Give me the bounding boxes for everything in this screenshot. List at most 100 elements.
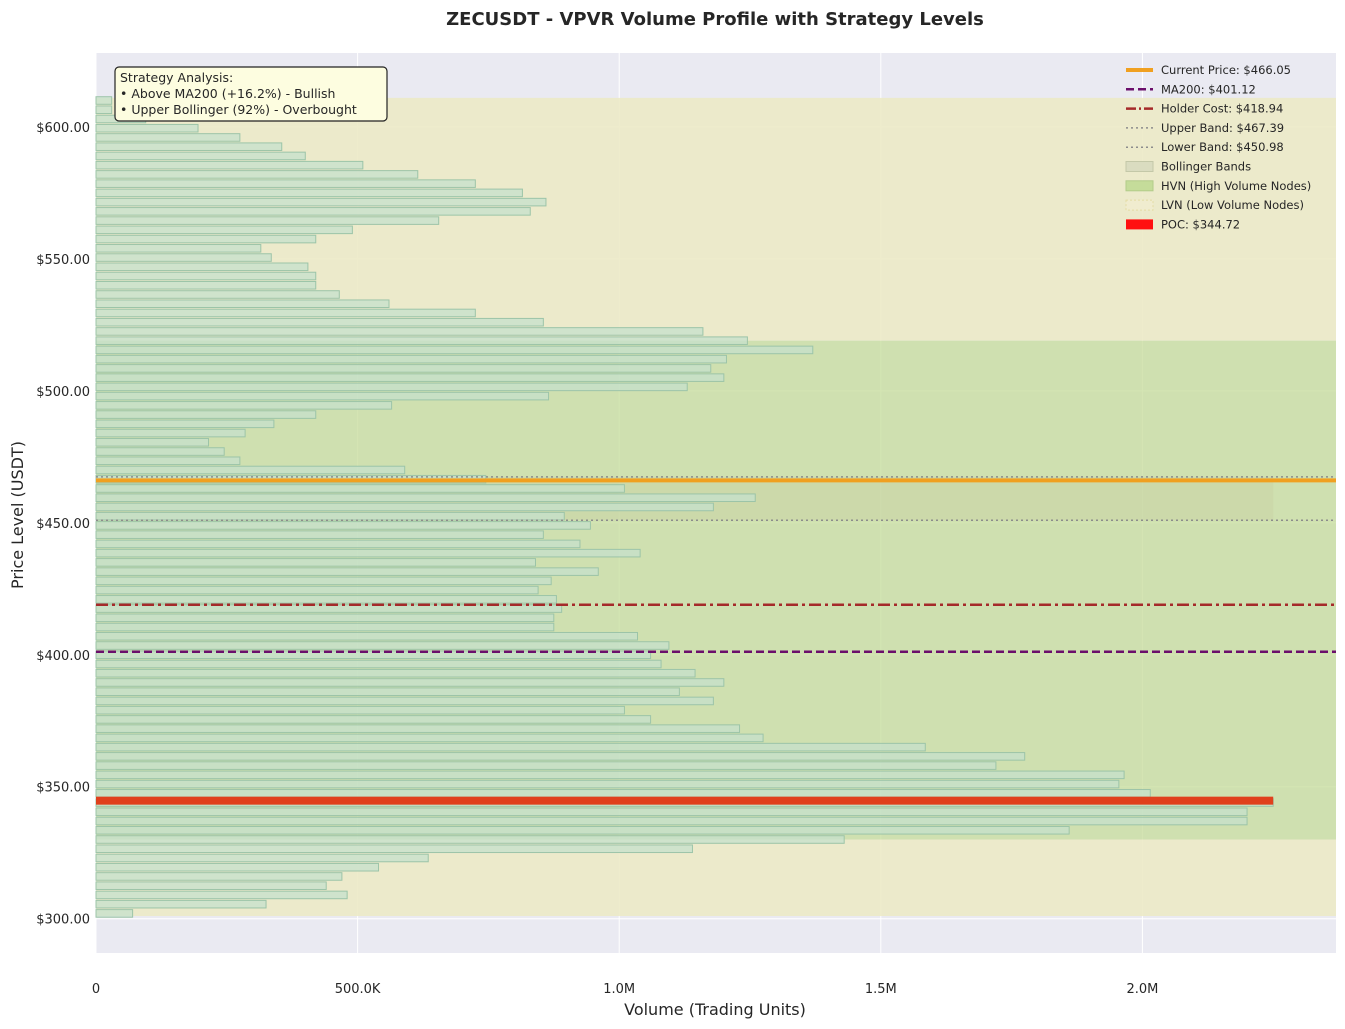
volume-bar xyxy=(95,696,714,706)
y-tick-label: $600.00 xyxy=(36,121,90,136)
volume-bar xyxy=(95,668,696,678)
volume-bar xyxy=(95,373,725,382)
volume-bar xyxy=(95,585,539,595)
volume-bar xyxy=(95,96,113,105)
volume-bar xyxy=(95,484,625,493)
annotation-line: • Upper Bollinger (92%) - Overbought xyxy=(120,102,357,117)
y-tick-label: $350.00 xyxy=(36,781,90,796)
volume-bar xyxy=(95,123,199,133)
volume-bar xyxy=(95,428,246,438)
volume-bar xyxy=(95,890,348,900)
volume-bar xyxy=(95,493,756,503)
volume-bar xyxy=(95,354,727,364)
volume-bar xyxy=(95,197,547,207)
volume-bar xyxy=(95,345,814,355)
legend-label: LVN (Low Volume Nodes) xyxy=(1161,198,1304,212)
volume-bar xyxy=(95,290,340,299)
volume-bar xyxy=(95,715,652,724)
volume-bar xyxy=(95,733,764,743)
volume-bar xyxy=(95,410,317,419)
legend-label: HVN (High Volume Nodes) xyxy=(1161,179,1311,193)
volume-bar xyxy=(95,909,134,918)
volume-bar xyxy=(95,188,523,198)
volume-bar xyxy=(95,558,536,567)
volume-bar xyxy=(95,862,380,872)
volume-bar xyxy=(95,244,262,253)
volume-bar xyxy=(95,170,419,179)
volume-bar xyxy=(95,299,390,309)
volume-bar xyxy=(95,548,641,558)
volume-bar xyxy=(95,336,748,345)
volume-bar xyxy=(95,779,1120,789)
legend: Current Price: $466.05 MA200: $401.12 Hold… xyxy=(1125,63,1311,231)
legend-swatch-bollinger xyxy=(1125,161,1154,172)
volume-bar xyxy=(95,705,625,715)
y-tick-label: $550.00 xyxy=(36,253,90,268)
volume-bar xyxy=(95,789,1151,798)
annotation-box xyxy=(114,66,388,122)
volume-bar xyxy=(95,641,670,650)
volume-bar xyxy=(95,872,343,881)
volume-bar xyxy=(95,595,557,604)
volume-bar xyxy=(95,844,693,854)
y-tick-label: $500.00 xyxy=(36,385,90,400)
legend-label: POC: $344.72 xyxy=(1161,217,1240,231)
legend-swatch-lvn xyxy=(1125,199,1154,211)
x-tick-label: 2.0M xyxy=(1126,982,1158,997)
volume-bar xyxy=(95,770,1125,780)
volume-bar xyxy=(95,151,306,161)
volume-bar xyxy=(95,234,317,244)
volume-bar xyxy=(95,631,639,641)
volume-bar xyxy=(95,539,581,549)
volume-bar xyxy=(95,530,544,539)
volume-bar xyxy=(95,807,1248,817)
volume-bar xyxy=(95,678,725,687)
volume-bar xyxy=(95,105,113,115)
y-axis-title: Price Level (USDT) xyxy=(8,441,27,589)
volume-bar xyxy=(95,567,599,576)
x-tick-label: 1.5M xyxy=(865,982,897,997)
volume-bar xyxy=(95,225,353,235)
x-axis-title: Volume (Trading Units) xyxy=(624,1000,806,1019)
volume-bar xyxy=(95,502,714,512)
y-tick-label: $450.00 xyxy=(36,517,90,532)
volume-bar xyxy=(95,401,393,410)
level-lines xyxy=(96,476,1336,805)
volume-bar xyxy=(95,280,317,290)
x-tick-label: 500.0K xyxy=(335,982,381,997)
volume-bar xyxy=(95,465,406,475)
annotation-line: • Above MA200 (+16.2%) - Bullish xyxy=(120,86,335,101)
volume-bar xyxy=(95,262,309,272)
legend-label: Upper Band: $467.39 xyxy=(1161,121,1284,135)
volume-bar xyxy=(95,133,241,142)
poc-bar xyxy=(96,796,1274,805)
volume-bar xyxy=(95,825,1070,835)
volume-bar xyxy=(95,816,1248,826)
x-tick-label: 0 xyxy=(92,982,100,997)
volume-bar xyxy=(95,271,317,281)
legend-label: Lower Band: $450.98 xyxy=(1161,140,1284,154)
volume-bar xyxy=(95,382,688,392)
volume-bar xyxy=(95,761,997,770)
volume-bar xyxy=(95,742,926,752)
volume-bar xyxy=(95,659,662,669)
x-tick-label: 1.0M xyxy=(603,982,635,997)
volume-bar xyxy=(95,253,272,262)
volume-bar xyxy=(95,438,209,447)
chart-title: ZECUSDT - VPVR Volume Profile with Strat… xyxy=(446,9,984,30)
volume-bar xyxy=(95,308,476,318)
volume-bar xyxy=(95,327,704,336)
legend-swatch-poc xyxy=(1126,219,1153,230)
volume-bar xyxy=(95,576,552,586)
volume-bar xyxy=(95,456,241,466)
strategy-annotation: Strategy Analysis:• Above MA200 (+16.2%)… xyxy=(114,66,388,122)
volume-bar xyxy=(95,142,283,151)
volume-bar xyxy=(95,317,544,327)
legend-label: Holder Cost: $418.94 xyxy=(1161,102,1283,116)
volume-bar xyxy=(95,622,555,632)
volume-bars xyxy=(95,96,1274,918)
volume-bar xyxy=(95,687,680,696)
volume-bar xyxy=(95,835,845,844)
volume-bar xyxy=(95,521,591,530)
